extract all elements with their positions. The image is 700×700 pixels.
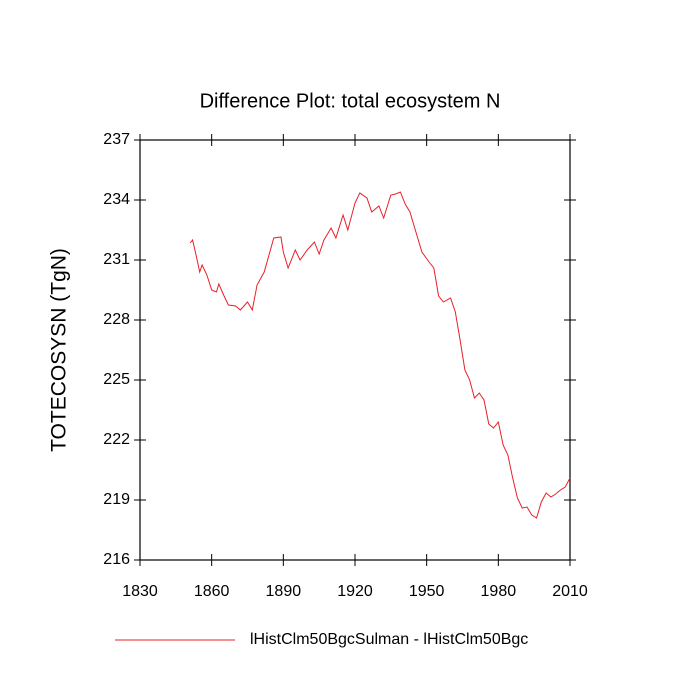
x-tick-label: 1890 [266, 583, 302, 600]
x-tick-label: 1950 [409, 583, 445, 600]
y-tick-label: 228 [103, 311, 130, 328]
y-tick-label: 216 [103, 551, 130, 568]
y-tick-label: 222 [103, 431, 130, 448]
x-tick-label: 1830 [122, 583, 158, 600]
legend-label: lHistClm50BgcSulman - lHistClm50Bgc [250, 631, 528, 648]
y-axis-label: TOTECOSYSN (TgN) [48, 248, 71, 452]
chart-title: Difference Plot: total ecosystem N [200, 90, 501, 112]
data-line [189, 191, 571, 519]
y-tick-label: 219 [103, 491, 130, 508]
x-tick-label: 1980 [481, 583, 517, 600]
y-tick-label: 234 [103, 191, 130, 208]
y-tick-label: 225 [103, 371, 130, 388]
y-tick-label: 237 [103, 131, 130, 148]
y-tick-label: 231 [103, 251, 130, 268]
x-tick-label: 1860 [194, 583, 230, 600]
x-tick-label: 2010 [552, 583, 588, 600]
x-tick-label: 1920 [337, 583, 373, 600]
